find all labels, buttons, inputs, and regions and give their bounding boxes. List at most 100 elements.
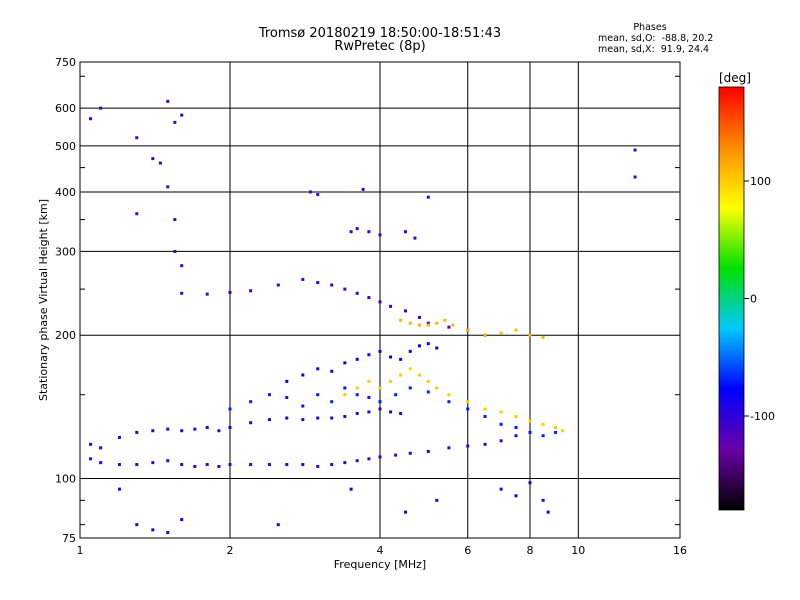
data-point bbox=[180, 291, 184, 295]
colorbar-tick-label: 0 bbox=[750, 293, 757, 306]
data-point bbox=[89, 442, 93, 446]
data-point bbox=[99, 461, 103, 465]
data-point bbox=[528, 419, 532, 423]
data-point bbox=[426, 195, 430, 199]
data-point bbox=[483, 414, 487, 418]
data-point bbox=[417, 315, 421, 319]
data-point bbox=[447, 446, 451, 450]
data-point bbox=[285, 416, 289, 420]
data-points bbox=[89, 99, 637, 535]
data-point bbox=[166, 427, 170, 431]
data-point bbox=[378, 349, 382, 353]
data-point bbox=[151, 461, 155, 465]
data-point bbox=[151, 429, 155, 433]
stats-o: mean, sd,O: -88.8, 20.2 bbox=[598, 33, 714, 44]
data-point bbox=[316, 367, 320, 371]
data-point bbox=[413, 236, 417, 240]
plot-frame bbox=[79, 61, 681, 539]
data-point bbox=[435, 321, 439, 325]
data-point bbox=[355, 411, 359, 415]
data-point bbox=[447, 393, 451, 397]
data-point bbox=[276, 523, 280, 527]
y-tick-label: 200 bbox=[55, 329, 76, 342]
data-point bbox=[633, 148, 637, 152]
data-point bbox=[451, 323, 455, 327]
data-point bbox=[426, 321, 430, 325]
data-point bbox=[117, 463, 121, 467]
data-point bbox=[367, 230, 371, 234]
data-point bbox=[173, 218, 177, 222]
data-point bbox=[466, 444, 470, 448]
stats-x: mean, sd,X: 91.9, 24.4 bbox=[598, 44, 710, 55]
data-point bbox=[89, 457, 93, 461]
data-point bbox=[541, 422, 545, 426]
data-point bbox=[205, 292, 209, 296]
data-point bbox=[343, 361, 347, 365]
y-tick-label: 600 bbox=[55, 102, 76, 115]
data-point bbox=[285, 395, 289, 399]
colorbar-label: [deg] bbox=[719, 71, 751, 85]
data-point bbox=[417, 323, 421, 327]
data-point bbox=[316, 281, 320, 285]
data-point bbox=[367, 379, 371, 383]
data-point bbox=[553, 430, 557, 434]
data-point bbox=[193, 427, 197, 431]
data-point bbox=[249, 463, 253, 467]
data-point bbox=[633, 175, 637, 179]
data-point bbox=[426, 323, 430, 327]
data-point bbox=[514, 414, 518, 418]
x-tick-label: 8 bbox=[527, 544, 534, 557]
data-point bbox=[378, 455, 382, 459]
data-point bbox=[528, 481, 532, 485]
data-point bbox=[99, 106, 103, 110]
data-point bbox=[389, 379, 393, 383]
data-point bbox=[355, 459, 359, 463]
x-tick-label: 16 bbox=[673, 544, 687, 557]
data-point bbox=[117, 435, 121, 439]
data-point bbox=[205, 425, 209, 429]
data-point bbox=[399, 318, 403, 322]
data-point bbox=[499, 487, 503, 491]
data-point bbox=[316, 393, 320, 397]
x-axis-label: Frequency [MHz] bbox=[334, 558, 426, 571]
x-tick-label: 4 bbox=[377, 544, 384, 557]
data-point bbox=[158, 161, 162, 165]
y-tick-label: 500 bbox=[55, 140, 76, 153]
data-point bbox=[447, 325, 451, 329]
x-tick-label: 6 bbox=[464, 544, 471, 557]
data-point bbox=[135, 136, 139, 140]
data-point bbox=[166, 99, 170, 103]
data-point bbox=[408, 349, 412, 353]
data-point bbox=[135, 523, 139, 527]
data-point bbox=[343, 386, 347, 390]
data-point bbox=[553, 425, 557, 429]
y-tick-label: 75 bbox=[62, 532, 76, 545]
data-point bbox=[267, 418, 271, 422]
data-point bbox=[378, 386, 382, 390]
data-point bbox=[435, 498, 439, 502]
data-point bbox=[399, 357, 403, 361]
data-point bbox=[330, 369, 334, 373]
data-point bbox=[355, 291, 359, 295]
data-point bbox=[514, 328, 518, 332]
data-point bbox=[180, 518, 184, 522]
data-point bbox=[166, 531, 170, 535]
data-point bbox=[343, 393, 347, 397]
data-point bbox=[343, 461, 347, 465]
data-point bbox=[499, 439, 503, 443]
data-point bbox=[249, 400, 253, 404]
colorbar-tick-label: -100 bbox=[750, 410, 775, 423]
data-point bbox=[355, 393, 359, 397]
x-axis: 1 2 4 6 8 10 16 bbox=[77, 544, 688, 557]
data-point bbox=[499, 331, 503, 335]
data-point bbox=[173, 249, 177, 253]
colorbar bbox=[718, 86, 745, 511]
data-point bbox=[378, 300, 382, 304]
data-point bbox=[228, 290, 232, 294]
data-point bbox=[301, 404, 305, 408]
colorbar-ticks: 100 0 -100 bbox=[744, 175, 775, 423]
data-point bbox=[330, 463, 334, 467]
data-point bbox=[367, 457, 371, 461]
data-point bbox=[249, 289, 253, 293]
data-point bbox=[285, 379, 289, 383]
